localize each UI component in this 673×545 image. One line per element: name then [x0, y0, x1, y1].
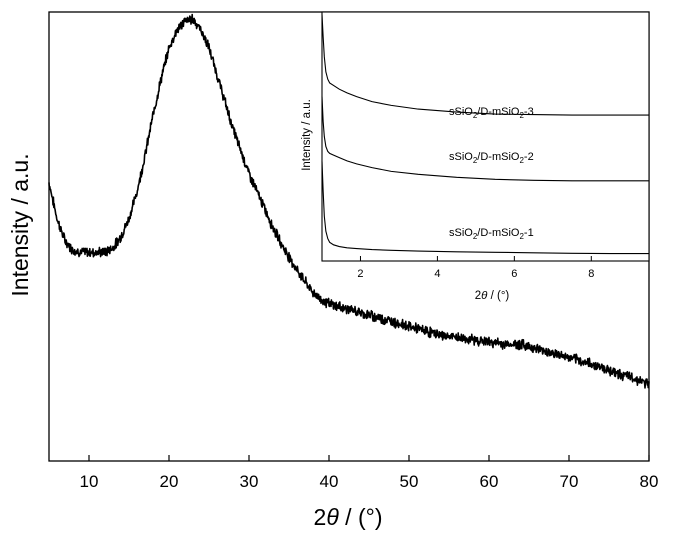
- inset-x-axis-label: 2θ / (°): [475, 290, 510, 302]
- main-series-line: [48, 13, 650, 389]
- inset-x-tick-label-4: 4: [434, 268, 440, 280]
- inset-y-axis-label: Intensity / a.u.: [301, 99, 313, 171]
- main-x-axis-label: 2θ / (°): [314, 504, 383, 530]
- inset-x-tick-label-8: 8: [588, 268, 594, 280]
- inset-x-tick-label-6: 6: [511, 268, 517, 280]
- inset-plot-background: [322, 12, 649, 261]
- main-x-tick-label-20: 20: [160, 472, 179, 491]
- main-x-tick-labels: 10 20 30 40 50 60 70 80: [80, 472, 659, 491]
- inset-series-label-3: sSiO2/D-mSiO2-3: [449, 106, 534, 120]
- main-x-tick-label-60: 60: [480, 472, 499, 491]
- main-x-tick-label-10: 10: [80, 472, 99, 491]
- main-x-tick-label-50: 50: [400, 472, 419, 491]
- main-y-axis-label: Intensity / a.u.: [7, 153, 33, 296]
- inset-series-label-2: sSiO2/D-mSiO2-2: [449, 151, 534, 165]
- inset-plot: 2 4 6 8 sSiO2/D-mSiO2-3 sSiO2/D-mSiO2-2 sSi…: [301, 11, 650, 302]
- main-x-tick-label-30: 30: [240, 472, 259, 491]
- main-plot: 10 20 30 40 50 60 70 80 Intensity / a.u. 2θ / (…: [7, 11, 659, 530]
- inset-x-ticks: [359, 256, 592, 261]
- main-x-tick-label-70: 70: [560, 472, 579, 491]
- inset-series-line-3: [321, 14, 649, 116]
- inset-series-label-1: sSiO2/D-mSiO2-1: [449, 227, 534, 241]
- inset-plot-frame: [321, 11, 650, 262]
- inset-x-tick-label-2: 2: [357, 268, 363, 280]
- main-x-tick-label-40: 40: [320, 472, 339, 491]
- main-x-ticks: [88, 455, 650, 461]
- inset-series-line-1: [321, 161, 649, 255]
- inset-x-tick-labels: 2 4 6 8: [357, 268, 594, 280]
- main-x-tick-label-80: 80: [640, 472, 659, 491]
- inset-series-line-2: [321, 96, 649, 182]
